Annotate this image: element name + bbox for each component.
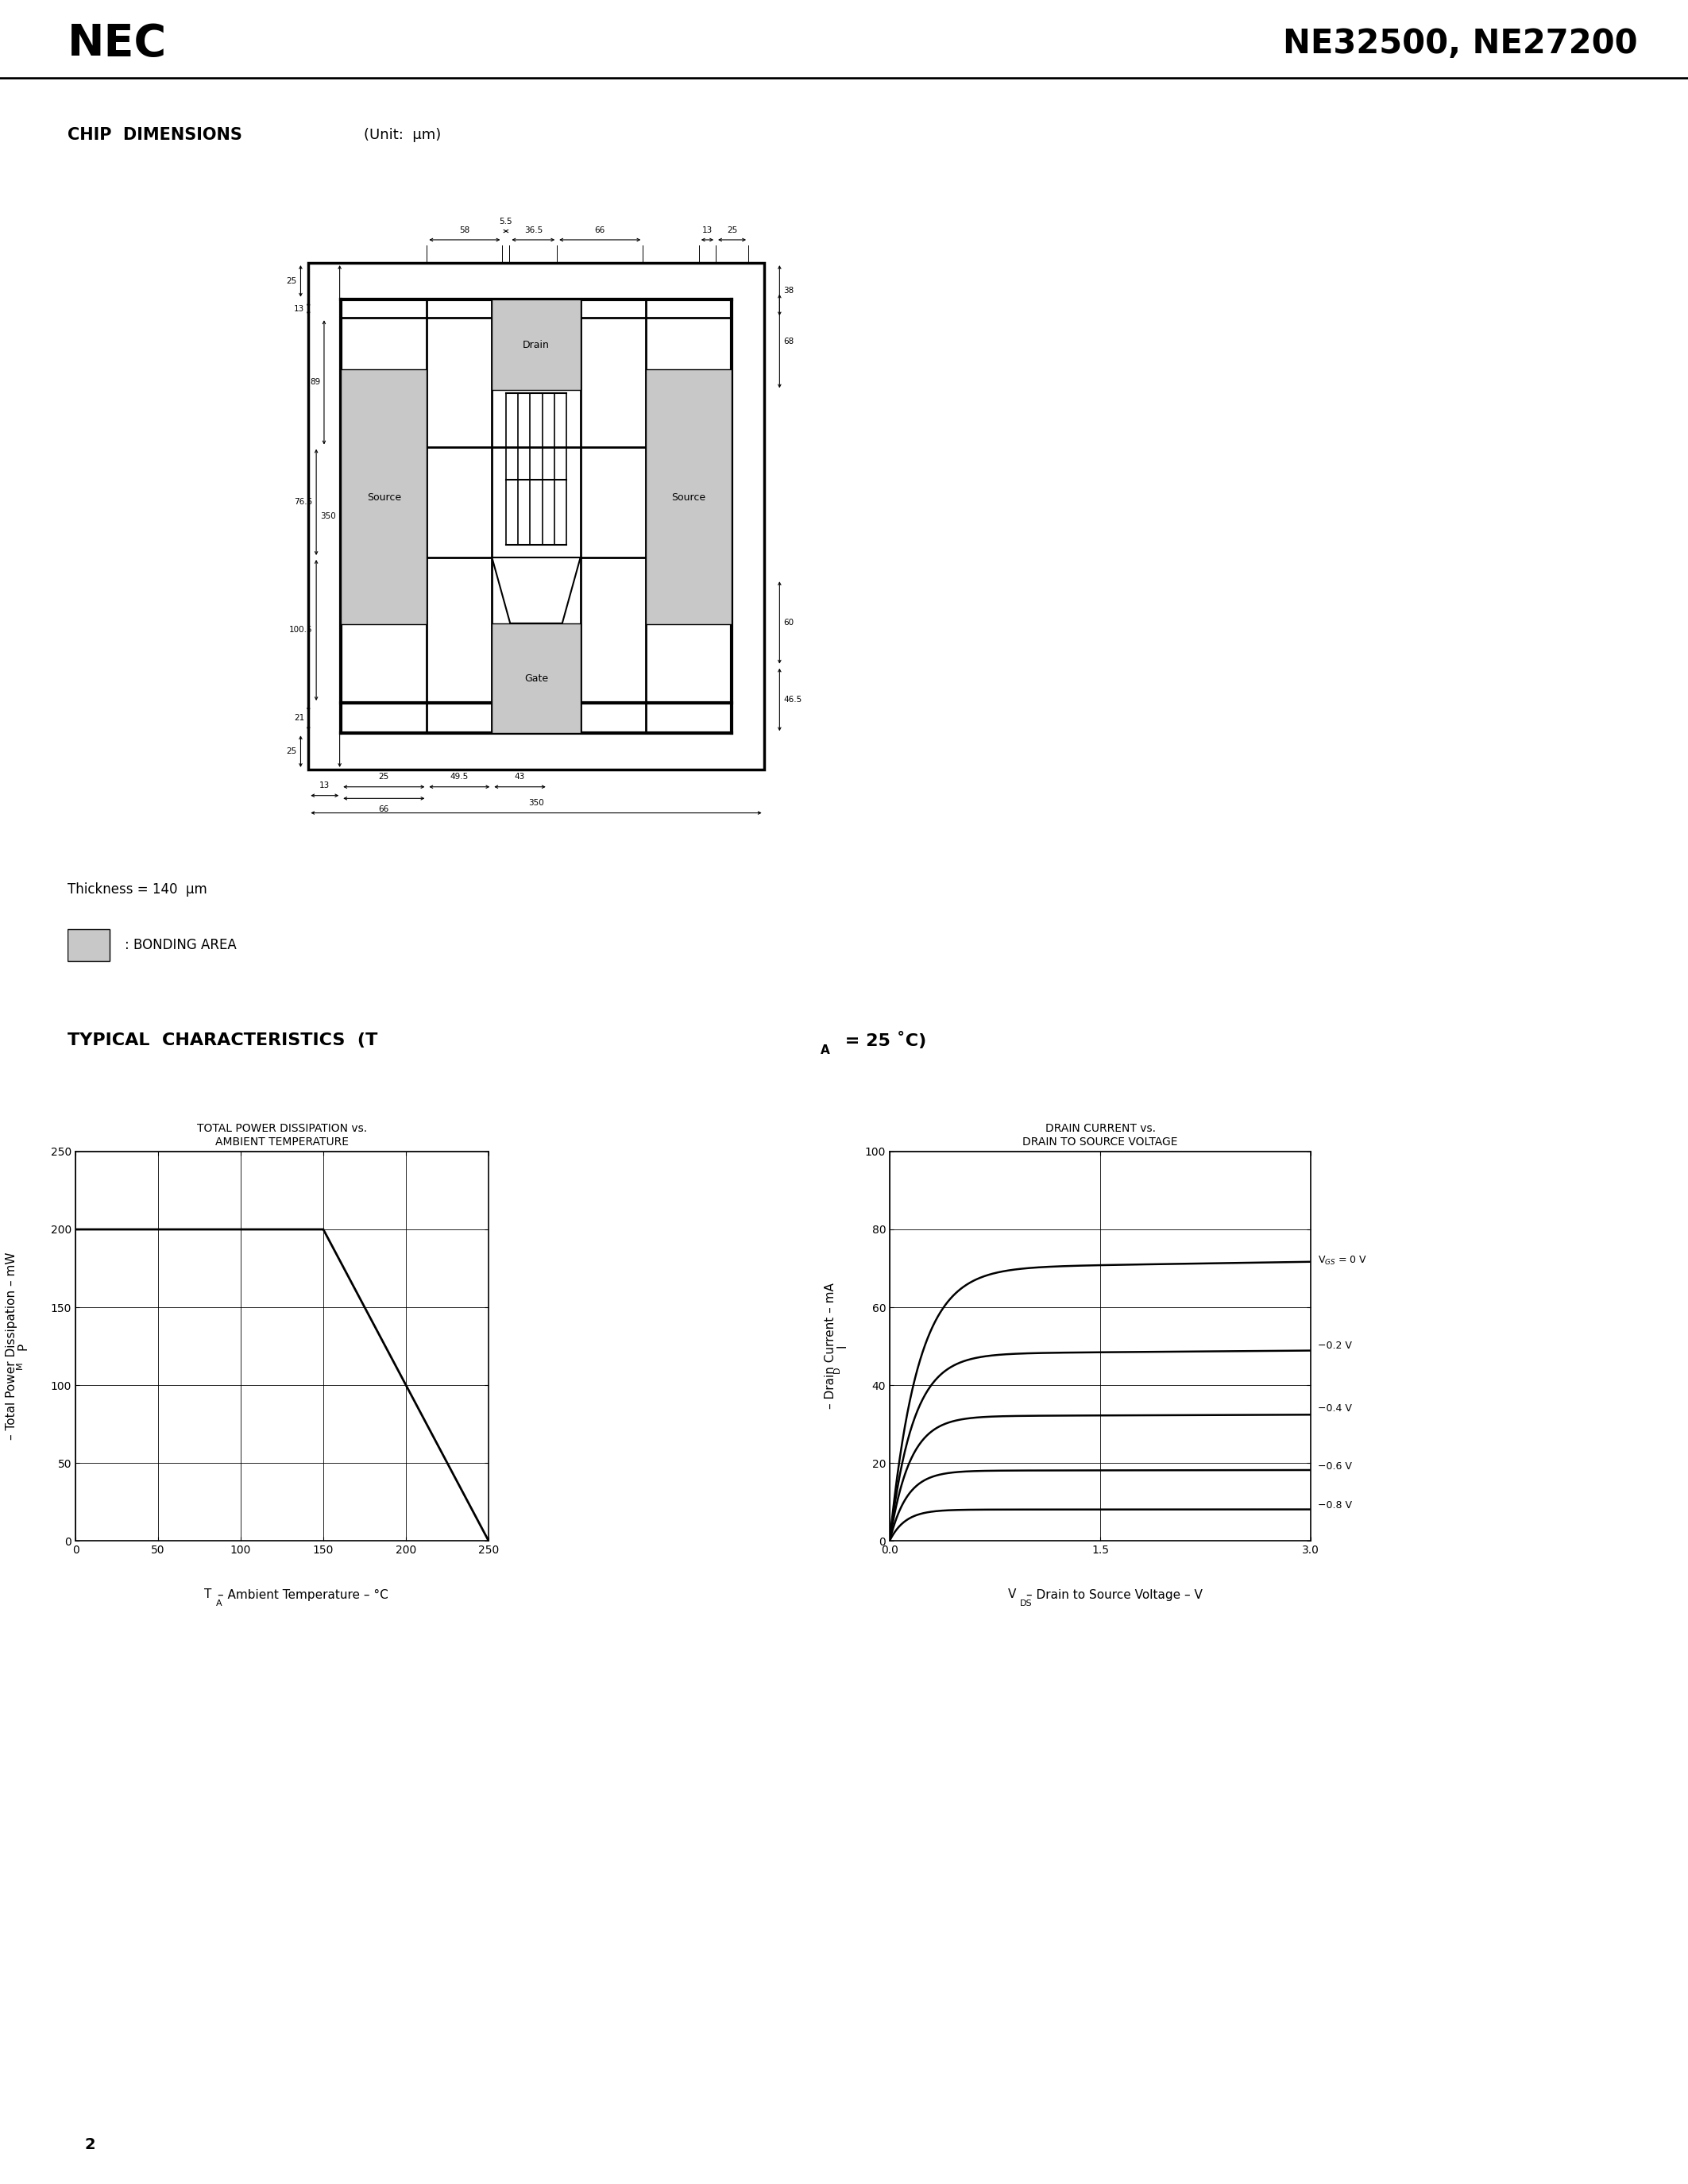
Text: I: I (837, 1345, 849, 1348)
Text: −0.8 V: −0.8 V (1318, 1500, 1352, 1511)
Text: 100.5: 100.5 (289, 627, 312, 633)
Text: – Drain Current – mA: – Drain Current – mA (825, 1282, 837, 1409)
Text: Thickness = 140  μm: Thickness = 140 μm (68, 882, 208, 898)
Text: 25: 25 (287, 747, 297, 756)
Text: 25: 25 (378, 773, 390, 782)
Text: 66: 66 (378, 806, 390, 815)
Text: 350: 350 (321, 513, 336, 520)
Text: M: M (15, 1363, 24, 1369)
Bar (309, 262, 765, 769)
Text: TYPICAL  CHARACTERISTICS  (T: TYPICAL CHARACTERISTICS (T (68, 1033, 378, 1048)
Text: 38: 38 (783, 286, 793, 295)
Text: A: A (216, 1599, 221, 1607)
Text: Source: Source (366, 491, 402, 502)
Text: 2: 2 (84, 2136, 95, 2151)
Text: 13: 13 (294, 304, 304, 312)
Text: 46.5: 46.5 (783, 697, 802, 703)
Text: NE32500, NE27200: NE32500, NE27200 (1283, 26, 1637, 61)
Text: 68: 68 (783, 336, 793, 345)
Text: 49.5: 49.5 (451, 773, 469, 782)
Text: P: P (17, 1343, 29, 1350)
Text: Gate: Gate (525, 673, 549, 684)
Text: DS: DS (1020, 1599, 1033, 1607)
Text: – Total Power Dissipation – mW: – Total Power Dissipation – mW (5, 1251, 17, 1439)
Text: : BONDING AREA: : BONDING AREA (125, 937, 236, 952)
Text: – Ambient Temperature – °C: – Ambient Temperature – °C (218, 1588, 388, 1601)
Text: – Drain to Source Voltage – V: – Drain to Source Voltage – V (1026, 1588, 1204, 1601)
Text: 58: 58 (459, 227, 469, 234)
Text: 89: 89 (309, 378, 321, 387)
Text: (Unit:  μm): (Unit: μm) (365, 129, 441, 142)
Text: −0.4 V: −0.4 V (1318, 1404, 1352, 1413)
Text: CHIP  DIMENSIONS: CHIP DIMENSIONS (68, 127, 241, 142)
Text: Source: Source (672, 491, 706, 502)
Bar (68, 928, 110, 961)
Text: Drain: Drain (523, 341, 550, 352)
Text: 350: 350 (528, 799, 544, 808)
Text: D: D (834, 1367, 841, 1374)
Title: TOTAL POWER DISSIPATION vs.
AMBIENT TEMPERATURE: TOTAL POWER DISSIPATION vs. AMBIENT TEMP… (197, 1123, 366, 1147)
Text: = 25 ˚C): = 25 ˚C) (839, 1031, 927, 1048)
Text: 13: 13 (319, 782, 329, 791)
Title: DRAIN CURRENT vs.
DRAIN TO SOURCE VOLTAGE: DRAIN CURRENT vs. DRAIN TO SOURCE VOLTAG… (1023, 1123, 1178, 1147)
Text: 21: 21 (294, 714, 304, 723)
Text: V: V (1008, 1588, 1016, 1601)
Text: 76.5: 76.5 (294, 498, 312, 507)
Bar (491, 299, 581, 391)
Text: 25: 25 (728, 227, 738, 234)
Text: 13: 13 (702, 227, 712, 234)
Text: 5.5: 5.5 (500, 218, 513, 225)
Text: 36.5: 36.5 (523, 227, 542, 234)
Bar (491, 622, 581, 734)
Text: −0.6 V: −0.6 V (1318, 1461, 1352, 1472)
Text: V$_{GS}$ = 0 V: V$_{GS}$ = 0 V (1318, 1254, 1367, 1267)
Text: A: A (820, 1044, 829, 1057)
Text: 43: 43 (515, 773, 525, 782)
Bar (645, 369, 731, 625)
Text: −0.2 V: −0.2 V (1318, 1341, 1352, 1352)
Text: 25: 25 (287, 277, 297, 286)
Text: NEC: NEC (68, 22, 167, 66)
Text: T: T (204, 1588, 211, 1601)
Bar (341, 369, 427, 625)
Text: 60: 60 (783, 618, 793, 627)
Polygon shape (491, 557, 581, 622)
Text: 66: 66 (594, 227, 606, 234)
